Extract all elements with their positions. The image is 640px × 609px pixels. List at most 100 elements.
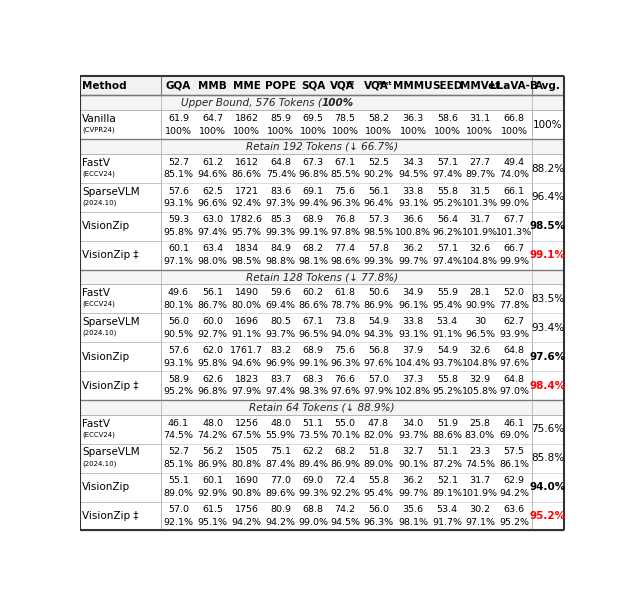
- Text: 51.9: 51.9: [437, 418, 458, 428]
- Text: Retain 192 Tokens (↓ 66.7%): Retain 192 Tokens (↓ 66.7%): [246, 142, 398, 152]
- Text: 96.1%: 96.1%: [398, 301, 428, 310]
- Text: Text: Text: [376, 80, 391, 86]
- Text: MMMU: MMMU: [394, 81, 433, 91]
- Text: 83.5%: 83.5%: [531, 294, 564, 304]
- Text: 86.9%: 86.9%: [364, 301, 394, 310]
- Text: 94.3%: 94.3%: [364, 329, 394, 339]
- Text: 1823: 1823: [235, 375, 259, 384]
- Text: 52.7: 52.7: [168, 158, 189, 167]
- Text: 96.2%: 96.2%: [433, 228, 462, 237]
- Text: 1690: 1690: [235, 476, 259, 485]
- Text: 36.6: 36.6: [403, 216, 424, 225]
- Text: 95.7%: 95.7%: [232, 228, 262, 237]
- Text: 60.1: 60.1: [202, 476, 223, 485]
- Text: 56.4: 56.4: [437, 216, 458, 225]
- Text: 69.1: 69.1: [303, 186, 324, 195]
- Text: 51.1: 51.1: [437, 448, 458, 456]
- Text: 57.0: 57.0: [368, 375, 389, 384]
- Text: 69.4%: 69.4%: [266, 301, 296, 310]
- Text: 61.5: 61.5: [202, 505, 223, 514]
- Text: 55.8: 55.8: [437, 186, 458, 195]
- Text: 91.1%: 91.1%: [433, 329, 462, 339]
- Text: 99.0%: 99.0%: [298, 518, 328, 527]
- Text: 1256: 1256: [235, 418, 259, 428]
- Text: 49.4: 49.4: [504, 158, 525, 167]
- Text: 100%: 100%: [467, 127, 493, 136]
- Text: 59.3: 59.3: [168, 216, 189, 225]
- Text: 86.7%: 86.7%: [198, 301, 228, 310]
- Text: 56.1: 56.1: [202, 288, 223, 297]
- Bar: [80, 400, 564, 415]
- Text: 58.2: 58.2: [368, 114, 389, 123]
- Text: 86.9%: 86.9%: [330, 460, 360, 469]
- Text: 68.2: 68.2: [303, 244, 324, 253]
- Text: 37.9: 37.9: [403, 346, 424, 355]
- Text: 62.7: 62.7: [504, 317, 525, 326]
- Text: 30.2: 30.2: [469, 505, 490, 514]
- Text: 90.9%: 90.9%: [465, 301, 495, 310]
- Text: 98.5%: 98.5%: [530, 221, 566, 231]
- Text: 99.1%: 99.1%: [530, 250, 566, 260]
- Text: 100%: 100%: [500, 127, 527, 136]
- Text: 37.3: 37.3: [403, 375, 424, 384]
- Text: 100.8%: 100.8%: [396, 228, 431, 237]
- Text: 93.1%: 93.1%: [398, 329, 428, 339]
- Text: 85.3: 85.3: [270, 216, 291, 225]
- Text: 57.8: 57.8: [368, 244, 389, 253]
- Text: 47.8: 47.8: [368, 418, 389, 428]
- Text: FastV: FastV: [83, 418, 110, 429]
- Text: 96.4%: 96.4%: [531, 192, 564, 202]
- Text: 100%: 100%: [322, 98, 354, 108]
- Text: 92.2%: 92.2%: [330, 489, 360, 498]
- Text: 63.4: 63.4: [202, 244, 223, 253]
- Text: 105.8%: 105.8%: [462, 387, 498, 396]
- Text: 102.8%: 102.8%: [396, 387, 431, 396]
- Text: 95.4%: 95.4%: [433, 301, 462, 310]
- Text: 94.2%: 94.2%: [266, 518, 296, 527]
- Text: 56.1: 56.1: [368, 186, 389, 195]
- Text: 98.1%: 98.1%: [298, 257, 328, 266]
- Text: VisionZip ‡: VisionZip ‡: [83, 250, 139, 260]
- Text: 99.0%: 99.0%: [499, 199, 529, 208]
- Text: 97.1%: 97.1%: [465, 518, 495, 527]
- Text: 97.4%: 97.4%: [266, 387, 296, 396]
- Text: 64.8: 64.8: [504, 346, 525, 355]
- Text: 92.4%: 92.4%: [232, 199, 262, 208]
- Text: VQA: VQA: [330, 81, 355, 91]
- Text: 63.6: 63.6: [504, 505, 525, 514]
- Text: 72.4: 72.4: [335, 476, 356, 485]
- Text: 97.9%: 97.9%: [232, 387, 262, 396]
- Text: 62.9: 62.9: [504, 476, 525, 485]
- Text: 90.8%: 90.8%: [232, 489, 262, 498]
- Text: 1862: 1862: [235, 114, 259, 123]
- Text: 67.1: 67.1: [303, 317, 324, 326]
- Text: 57.0: 57.0: [168, 505, 189, 514]
- Text: 32.6: 32.6: [469, 244, 490, 253]
- Text: 53.4: 53.4: [436, 505, 458, 514]
- Bar: [80, 502, 564, 530]
- Text: 52.7: 52.7: [168, 448, 189, 456]
- Bar: [80, 314, 564, 342]
- Text: 97.3%: 97.3%: [266, 199, 296, 208]
- Text: 61.2: 61.2: [202, 158, 223, 167]
- Text: 93.9%: 93.9%: [499, 329, 529, 339]
- Text: 60.0: 60.0: [202, 317, 223, 326]
- Text: V2: V2: [346, 80, 355, 86]
- Text: 73.8: 73.8: [335, 317, 356, 326]
- Text: 74.5%: 74.5%: [163, 431, 193, 440]
- Text: 83.2: 83.2: [270, 346, 291, 355]
- Text: 34.0: 34.0: [403, 418, 424, 428]
- Text: 23.3: 23.3: [469, 448, 490, 456]
- Text: 86.1%: 86.1%: [499, 460, 529, 469]
- Text: 58.6: 58.6: [437, 114, 458, 123]
- Text: 90.2%: 90.2%: [364, 171, 394, 180]
- Text: 69.5: 69.5: [303, 114, 324, 123]
- Text: 80.5: 80.5: [270, 317, 291, 326]
- Bar: [80, 342, 564, 371]
- Text: 100%: 100%: [199, 127, 226, 136]
- Text: 100%: 100%: [332, 127, 358, 136]
- Text: Retain 64 Tokens (↓ 88.9%): Retain 64 Tokens (↓ 88.9%): [249, 403, 394, 412]
- Text: 74.2: 74.2: [335, 505, 356, 514]
- Text: 34.9: 34.9: [403, 288, 424, 297]
- Text: 57.6: 57.6: [168, 346, 189, 355]
